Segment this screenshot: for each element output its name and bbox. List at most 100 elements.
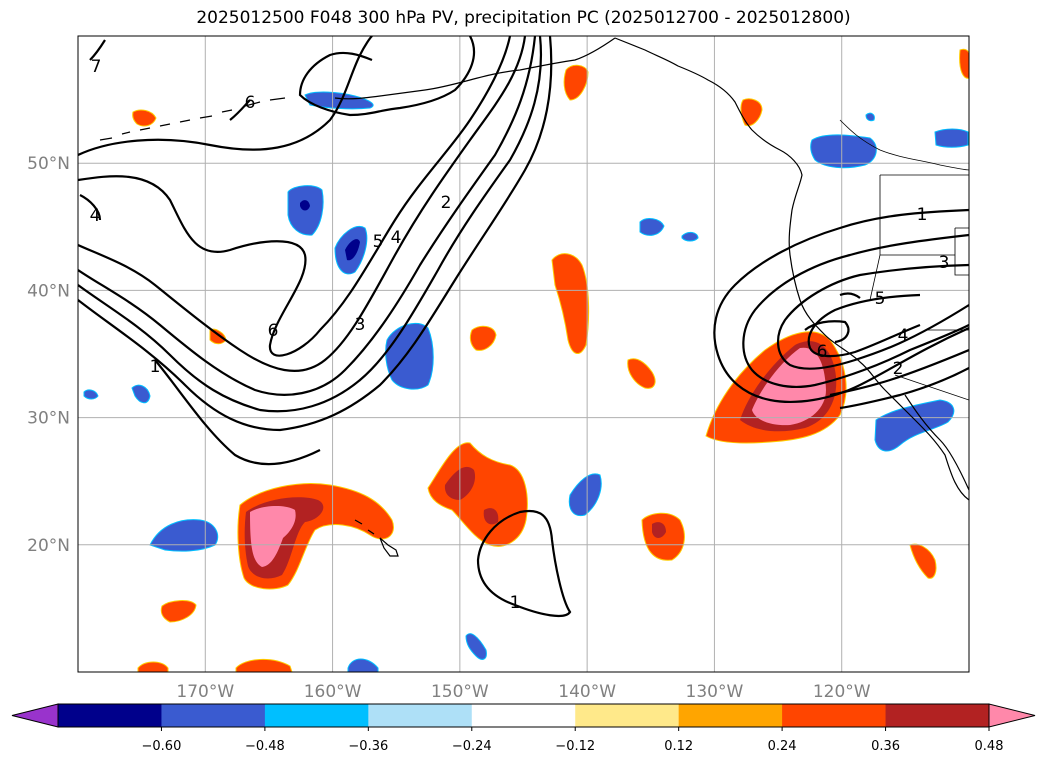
precip-area-positive [469, 325, 497, 351]
precip-area-positive [563, 64, 589, 101]
colorbar [11, 703, 1036, 728]
pv-contour-line [807, 293, 921, 358]
pv-contour-line [78, 36, 543, 413]
precip-area-negative [83, 389, 99, 400]
precip-area-negative [385, 322, 434, 390]
colorbar-frame [57, 703, 990, 728]
colorbar-segment [575, 704, 680, 727]
pv-contour-line [78, 36, 512, 357]
contour-label: 2 [441, 193, 452, 213]
map-frame [77, 35, 970, 673]
colorbar-segment [471, 704, 576, 727]
pv-contours [78, 36, 969, 618]
precip-area-negative-strong [300, 200, 310, 211]
pv-contour-line [154, 359, 321, 466]
contour-label: 6 [817, 342, 828, 362]
pv-contour-line [476, 509, 572, 618]
colorbar-tick-label: 0.48 [975, 739, 1004, 754]
pv-contour-line [79, 194, 102, 221]
pv-contour-line [804, 320, 850, 344]
colorbar-segment [161, 704, 266, 727]
precip-area-positive-strong [652, 522, 666, 538]
pv-contour-line [78, 36, 553, 432]
pv-contour-line [742, 233, 969, 388]
precip-area-negative [681, 231, 699, 242]
precip-area-negative [810, 134, 877, 169]
y-tick-label: 50°N [27, 154, 70, 174]
precip-area-negative [874, 399, 955, 452]
aleutian-islands [99, 97, 286, 141]
precip-area-negative [639, 218, 665, 236]
contour-label: 1 [510, 593, 521, 613]
precip-area-positive [909, 543, 937, 579]
pv-contour-line [777, 263, 969, 370]
contour-label: 3 [939, 253, 950, 273]
precip-area-negative [934, 128, 969, 148]
colorbar-extend-low [11, 703, 59, 728]
precip-area-positive [427, 442, 528, 547]
precip-area-positive [627, 358, 656, 389]
coastline-north-america [614, 37, 969, 501]
colorbar-tick-label: 0.36 [871, 739, 900, 754]
colorbar-segment [782, 704, 887, 727]
colorbar-segment [678, 704, 783, 727]
precip-area-positive [740, 98, 763, 127]
pv-contour-line [89, 39, 106, 61]
precip-area-positive [235, 659, 293, 672]
colorbar-tick-label: 0.24 [768, 739, 797, 754]
precip-area-negative [465, 633, 487, 660]
colorbar-segment [264, 704, 369, 727]
x-tick-label: 130°W [686, 682, 744, 702]
contour-label: 4 [90, 206, 101, 226]
colorbar-labels: −0.60 −0.48 −0.36 −0.24 −0.12 0.12 0.24 0.36 0.4… [142, 727, 1004, 754]
precip-area-negative [865, 112, 875, 122]
colorbar-tick-label: −0.60 [142, 739, 182, 754]
contour-label: 1 [917, 205, 928, 225]
pv-contour-line [839, 367, 969, 410]
y-tick-label: 30°N [27, 409, 70, 429]
colorbar-segment [368, 704, 473, 727]
precip-area-positive [137, 661, 169, 672]
precip-area-positive [132, 109, 157, 127]
precip-area-positive [959, 48, 969, 79]
us-state-borders [869, 175, 969, 401]
precip-area-positive-strong [483, 508, 499, 525]
precip-area-negative [131, 384, 151, 404]
contour-label: 4 [898, 326, 909, 346]
precip-area-negative [568, 473, 602, 517]
colorbar-tick-label: −0.24 [452, 739, 492, 754]
contour-label: 7 [91, 57, 102, 77]
pv-contour-line [78, 36, 537, 396]
x-tick-label: 160°W [304, 682, 362, 702]
contour-label: 5 [875, 289, 886, 309]
contour-label: 2 [893, 359, 904, 379]
precip-area-negative [304, 91, 374, 110]
colorbar-tick-label: 0.12 [664, 739, 693, 754]
x-tick-label: 170°W [176, 682, 234, 702]
colorbar-tick-label: −0.12 [555, 739, 595, 754]
pv-contour-line [229, 99, 251, 121]
x-axis-labels: 170°W 160°W 150°W 140°W 130°W 120°W [176, 682, 870, 702]
coastline-baja [904, 394, 969, 491]
pv-contour-line [839, 292, 861, 299]
precip-area-negative [149, 519, 219, 552]
contour-label: 3 [355, 315, 366, 335]
coastlines [99, 37, 969, 557]
colorbar-segment [58, 704, 162, 727]
contour-label: 6 [245, 93, 256, 113]
pv-contour-line [298, 36, 475, 117]
pv-contour-line [78, 36, 527, 372]
precip-area-positive [641, 512, 685, 561]
canada-coast-islands [839, 119, 969, 171]
chart-title: 2025012500 F048 300 hPa PV, precipitatio… [196, 8, 851, 28]
pv-contour-line [713, 208, 969, 403]
x-tick-label: 150°W [431, 682, 489, 702]
x-tick-label: 140°W [558, 682, 616, 702]
colorbar-tick-label: −0.48 [245, 739, 285, 754]
contour-label: 1 [150, 357, 161, 377]
pv-contour-line [78, 36, 373, 156]
hawaii-islands [354, 519, 399, 557]
precip-area-positive [160, 600, 197, 623]
